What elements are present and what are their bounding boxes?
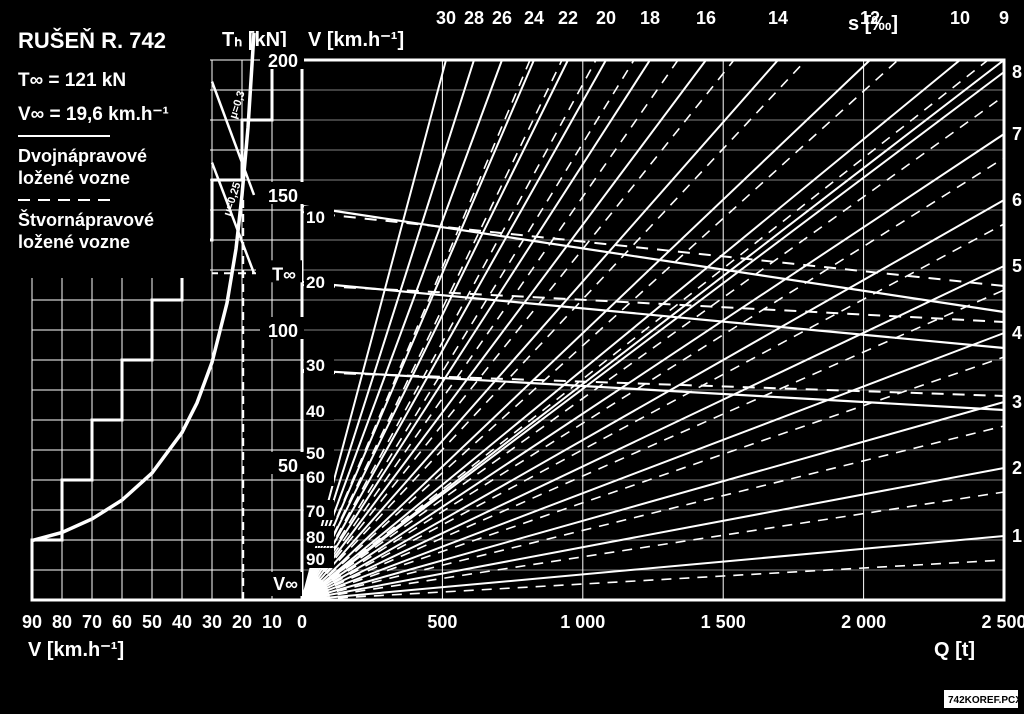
s-top-tick: 26	[492, 8, 512, 28]
q-tick: 1 500	[701, 612, 746, 632]
s-right-tick: 6	[1012, 190, 1022, 210]
s-right-tick: 1	[1012, 526, 1022, 546]
s-top-tick: 18	[640, 8, 660, 28]
v-bottom-tick: 80	[52, 612, 72, 632]
s-right-tick: 3	[1012, 392, 1022, 412]
svg-text:ložené vozne: ložené vozne	[18, 232, 130, 252]
inner-v-label: 30	[306, 356, 325, 375]
inner-v-label: 10	[306, 208, 325, 227]
v-bottom-title: V [km.h⁻¹]	[28, 639, 124, 661]
q-tick: 500	[427, 612, 457, 632]
inner-v-label: 90	[306, 550, 325, 569]
q-tick: 0	[297, 612, 307, 632]
s-right-tick: 4	[1012, 323, 1022, 343]
inner-v-label: 40	[306, 402, 325, 421]
vinf-label: V∞	[273, 574, 298, 594]
footer-file: 742KOREF.PCX	[948, 695, 1022, 706]
v-bottom-tick: 10	[262, 612, 282, 632]
legend-solid: Dvojnápravové	[18, 146, 147, 166]
s-top-tick: 20	[596, 8, 616, 28]
tinf-label: T∞	[272, 264, 296, 284]
param-tinf: T∞ = 121 kN	[18, 70, 126, 91]
s-top-tick: 24	[524, 8, 544, 28]
v-bottom-tick: 20	[232, 612, 252, 632]
s-top-tick: 22	[558, 8, 578, 28]
s-top-tick: 16	[696, 8, 716, 28]
th-tick: 150	[268, 186, 298, 206]
s-axis-title: s [‰]	[848, 13, 898, 35]
th-tick: 50	[278, 456, 298, 476]
v-bottom-tick: 40	[172, 612, 192, 632]
svg-text:ložené vozne: ložené vozne	[18, 168, 130, 188]
v-bottom-tick: 30	[202, 612, 222, 632]
s-top-tick: 9	[999, 8, 1009, 28]
s-top-tick: 28	[464, 8, 484, 28]
inner-v-label: 50	[306, 444, 325, 463]
param-vinf: V∞ = 19,6 km.h⁻¹	[18, 104, 169, 125]
s-top-tick: 10	[950, 8, 970, 28]
th-tick: 200	[268, 51, 298, 71]
v-bottom-tick: 90	[22, 612, 42, 632]
q-tick: 2 000	[841, 612, 886, 632]
s-right-tick: 2	[1012, 458, 1022, 478]
q-axis-title: Q [t]	[934, 639, 975, 661]
s-top-tick: 14	[768, 8, 788, 28]
s-right-tick: 7	[1012, 124, 1022, 144]
v-bottom-tick: 50	[142, 612, 162, 632]
q-tick: 1 000	[560, 612, 605, 632]
inner-v-label: 80	[306, 528, 325, 547]
v-bottom-tick: 70	[82, 612, 102, 632]
s-right-tick: 5	[1012, 256, 1022, 276]
q-tick: 2 500	[981, 612, 1024, 632]
v-inner-axis-title: V [km.h⁻¹]	[308, 29, 404, 51]
inner-v-label: 20	[306, 273, 325, 292]
th-tick: 100	[268, 321, 298, 341]
v-bottom-tick: 60	[112, 612, 132, 632]
inner-v-label: 60	[306, 468, 325, 487]
s-top-tick: 30	[436, 8, 456, 28]
chart-title: RUŠEŇ R. 742	[18, 28, 166, 53]
s-right-tick: 8	[1012, 62, 1022, 82]
inner-v-label: 70	[306, 502, 325, 521]
legend-dashed: Štvornápravové	[18, 209, 154, 230]
